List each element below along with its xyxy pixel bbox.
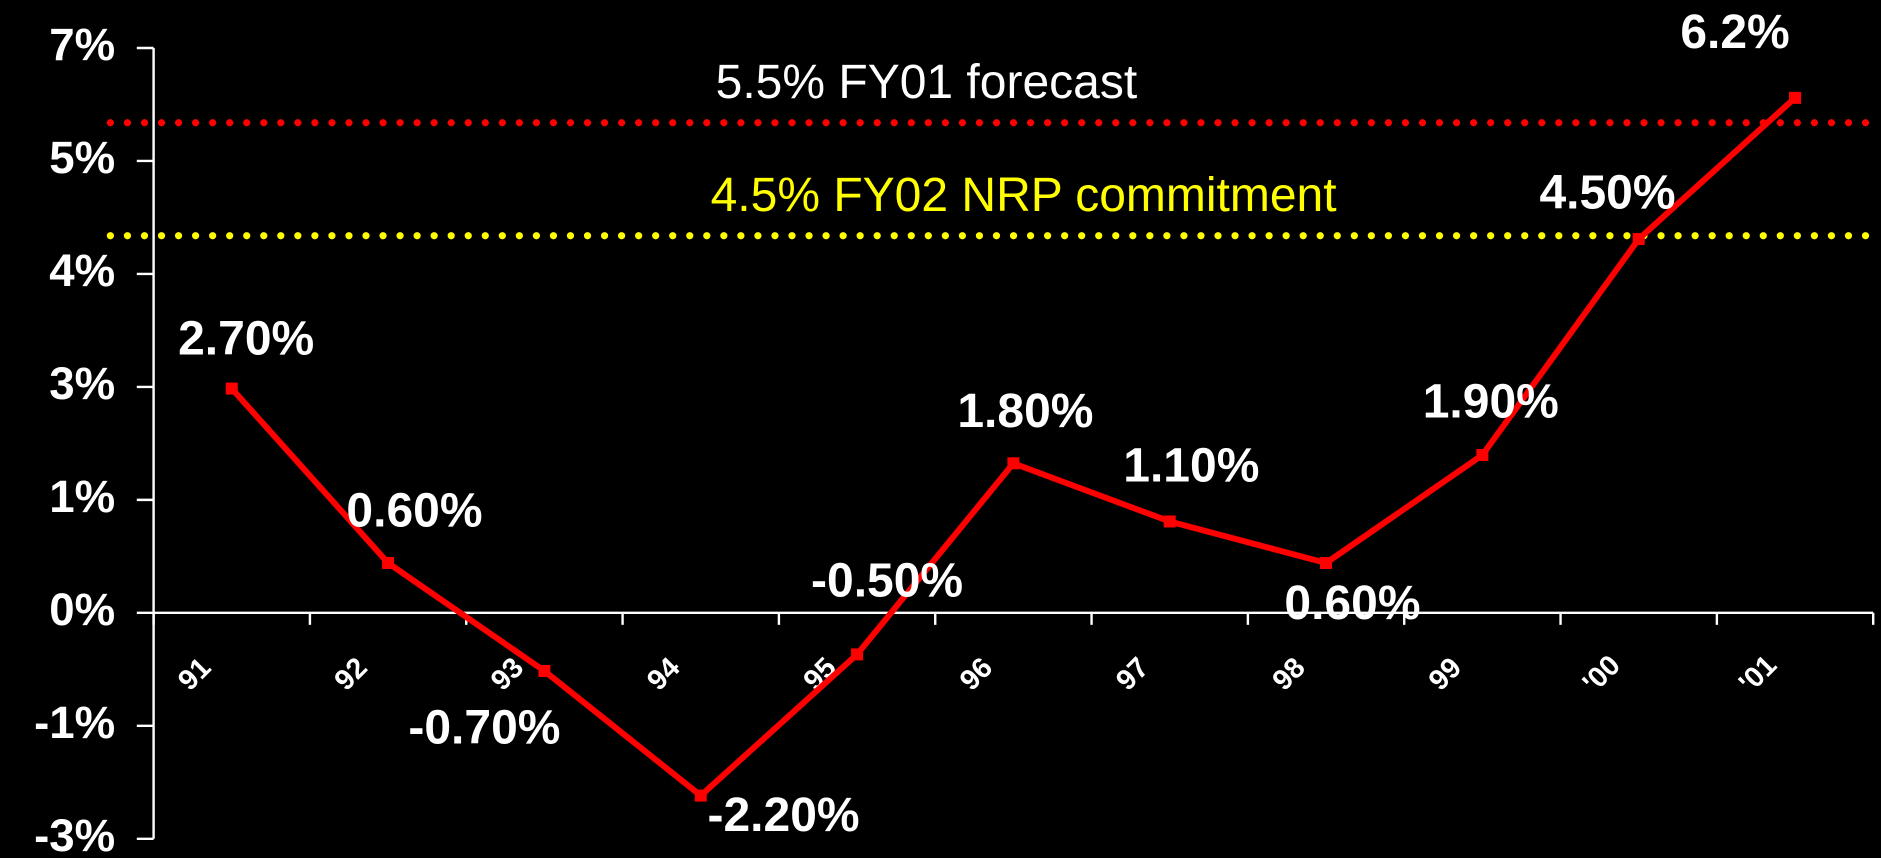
data-point (225, 382, 238, 395)
data-label: 6.2% (1680, 6, 1789, 59)
y-tick-label: 0% (49, 584, 115, 635)
y-tick-label: 3% (49, 358, 115, 409)
data-label: 0.60% (346, 484, 482, 537)
data-label: 0.60% (1284, 577, 1420, 630)
data-label: -2.20% (707, 789, 859, 842)
data-label: 1.90% (1423, 375, 1559, 428)
y-tick-label: 1% (49, 471, 115, 522)
data-label: 1.80% (957, 385, 1093, 438)
y-tick-label: -3% (34, 810, 115, 858)
y-tick-label: 4% (49, 245, 115, 296)
data-label: 2.70% (178, 312, 314, 365)
data-point (1163, 515, 1176, 528)
data-point (1007, 457, 1020, 470)
data-point (851, 648, 864, 661)
y-tick-label: 7% (49, 19, 115, 70)
y-tick-label: -1% (34, 697, 115, 748)
reference-label: 5.5% FY01 forecast (716, 56, 1138, 109)
data-point (1476, 449, 1489, 462)
data-point (694, 789, 707, 802)
data-label: 1.10% (1123, 439, 1259, 492)
plot-area: 5.5% FY01 forecast 4.5% FY02 NRP commitme… (34, 6, 1881, 858)
reference-label: 4.5% FY02 NRP commitment (711, 169, 1337, 222)
data-point (382, 557, 395, 570)
data-label: 4.50% (1539, 167, 1675, 220)
data-point (1789, 91, 1802, 104)
data-point (1632, 233, 1645, 246)
data-label: -0.50% (811, 554, 963, 607)
data-point (538, 665, 551, 678)
data-point (1320, 557, 1333, 570)
y-tick-label: 5% (49, 132, 115, 183)
data-label: -0.70% (408, 702, 560, 755)
